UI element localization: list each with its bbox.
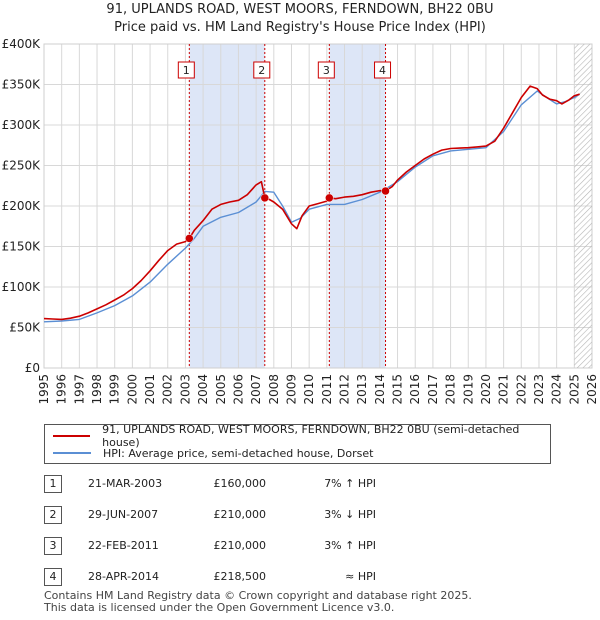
legend-item-hpi: HPI: Average price, semi-detached house,…	[53, 445, 373, 461]
sale-number-box: 4	[374, 61, 392, 79]
chart-subtitle: Price paid vs. HM Land Registry's House …	[114, 20, 486, 35]
x-tick-label: 2003	[178, 374, 192, 405]
sale-dots	[185, 186, 390, 243]
sale-marker-lines	[188, 44, 387, 368]
x-tick-label: 2011	[320, 374, 334, 405]
x-tick-label: 1998	[90, 374, 104, 405]
x-tick-label: 2005	[214, 374, 228, 405]
sale-dot	[185, 234, 194, 243]
x-tick-label: 2018	[444, 374, 458, 405]
sale-number-box: 2	[253, 61, 271, 79]
sale-hpi-relation: 7% ↑ HPI	[324, 477, 376, 490]
x-tick-label: 2006	[231, 374, 245, 405]
x-tick-label: 1999	[108, 374, 122, 405]
sale-number-box: 3	[317, 61, 335, 79]
y-tick-label: £300K	[2, 118, 42, 132]
sale-price: £210,000	[213, 539, 267, 552]
sale-date: 22-FEB-2011	[88, 539, 159, 552]
x-tick-label: 2020	[479, 374, 493, 405]
x-tick-label: 2008	[267, 374, 281, 405]
sale-date: 21-MAR-2003	[88, 477, 163, 490]
x-tick-label: 2004	[196, 374, 210, 405]
y-tick-label: £100K	[2, 280, 42, 294]
sale-number-box-frame	[253, 61, 271, 79]
y-axis-ticks: £0 £50K £100K £150K £200K £250K £300K £350K £400…	[2, 37, 42, 375]
sale-number-label: 2	[258, 64, 265, 77]
legend-swatch-hpi	[53, 452, 91, 454]
sale-number: 1	[44, 475, 62, 493]
x-tick-label: 2026	[585, 374, 599, 405]
sale-price: £160,000	[213, 477, 267, 490]
y-tick-label: £350K	[2, 78, 42, 92]
legend-label-property: 91, UPLANDS ROAD, WEST MOORS, FERNDOWN, …	[102, 423, 520, 449]
sale-number-box-frame	[374, 61, 392, 79]
chart-title: 91, UPLANDS ROAD, WEST MOORS, FERNDOWN, …	[106, 2, 494, 17]
x-tick-label: 1996	[55, 374, 69, 405]
x-tick-label: 2012	[338, 374, 352, 405]
x-tick-label: 2002	[161, 374, 175, 405]
property-price-line	[44, 85, 580, 321]
x-tick-label: 1995	[37, 374, 51, 405]
x-tick-label: 2001	[143, 374, 157, 405]
legend-label-hpi: HPI: Average price, semi-detached house,…	[103, 446, 374, 460]
sale-number: 3	[44, 537, 62, 555]
x-tick-label: 2016	[408, 374, 422, 405]
sale-number-box: 1	[177, 61, 195, 79]
x-tick-label: 2023	[532, 374, 546, 405]
future-hatch	[574, 44, 592, 368]
legend-swatch-property	[53, 435, 91, 437]
y-tick-label: £0	[25, 361, 40, 375]
x-axis-ticks: 1995 1996 1997 1998 1999 2000 2001 2002 2003 2004…	[37, 374, 599, 405]
sale-number-label: 3	[323, 64, 330, 77]
sale-price: £218,500	[213, 570, 267, 583]
x-tick-label: 2017	[426, 374, 440, 405]
sale-date: 29-JUN-2007	[88, 508, 159, 521]
x-tick-label: 2021	[497, 374, 511, 405]
y-tick-label: £200K	[2, 199, 42, 213]
sale-number: 4	[44, 568, 62, 586]
copyright-notice: Contains HM Land Registry data © Crown c…	[44, 589, 472, 602]
sale-number-box-frame	[177, 61, 195, 79]
x-tick-label: 2014	[373, 374, 387, 405]
x-tick-label: 2015	[391, 374, 405, 405]
sale-dot	[325, 193, 334, 203]
sale-dot	[381, 186, 390, 196]
hpi-line	[44, 90, 580, 323]
x-tick-label: 2013	[355, 374, 369, 405]
y-tick-label: £50K	[9, 321, 41, 335]
sale-dot	[260, 193, 270, 203]
legend: 91, UPLANDS ROAD, WEST MOORS, FERNDOWN, …	[44, 423, 551, 464]
grid-lines	[43, 43, 593, 369]
sale-date: 28-APR-2014	[88, 570, 160, 583]
sale-price: £210,000	[213, 508, 267, 521]
x-tick-label: 2025	[567, 374, 581, 405]
sale-number-label: 1	[183, 64, 190, 77]
legend-item-property: 91, UPLANDS ROAD, WEST MOORS, FERNDOWN, …	[53, 423, 550, 449]
sale-number-boxes: 1 2 3 4	[177, 61, 392, 79]
sale-hpi-relation: 3% ↑ HPI	[324, 539, 376, 552]
licence-notice: This data is licensed under the Open Gov…	[44, 601, 395, 614]
x-tick-label: 2010	[302, 374, 316, 405]
sale-number-label: 4	[379, 64, 386, 77]
x-tick-label: 2022	[514, 374, 528, 405]
x-tick-label: 2019	[461, 374, 475, 405]
series-lines	[44, 85, 580, 323]
sale-hpi-relation: ≈ HPI	[345, 570, 376, 583]
x-tick-label: 2000	[125, 374, 139, 405]
future-hatch-area	[574, 44, 592, 368]
x-tick-label: 2007	[249, 374, 263, 405]
x-tick-label: 1997	[72, 374, 86, 405]
y-tick-label: £400K	[2, 37, 42, 51]
y-tick-label: £150K	[2, 240, 42, 254]
x-tick-label: 2009	[284, 374, 298, 405]
sale-number-box-frame	[317, 61, 335, 79]
sale-hpi-relation: 3% ↓ HPI	[324, 508, 376, 521]
y-tick-label: £250K	[2, 159, 42, 173]
sale-number: 2	[44, 506, 62, 524]
x-tick-label: 2024	[550, 374, 564, 405]
